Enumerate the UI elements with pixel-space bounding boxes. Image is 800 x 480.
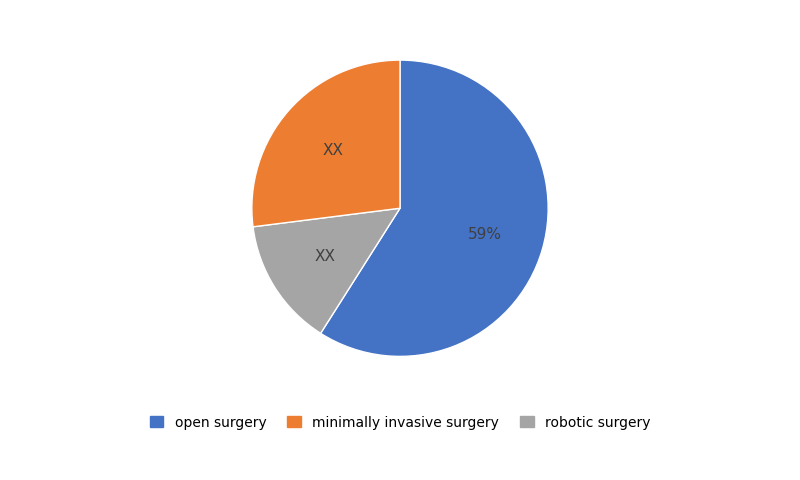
- Text: XX: XX: [323, 143, 344, 157]
- Wedge shape: [253, 209, 400, 334]
- Wedge shape: [321, 61, 548, 357]
- Text: 59%: 59%: [468, 226, 502, 241]
- Wedge shape: [252, 61, 400, 228]
- Text: XX: XX: [314, 249, 335, 264]
- Legend: open surgery, minimally invasive surgery, robotic surgery: open surgery, minimally invasive surgery…: [144, 409, 656, 435]
